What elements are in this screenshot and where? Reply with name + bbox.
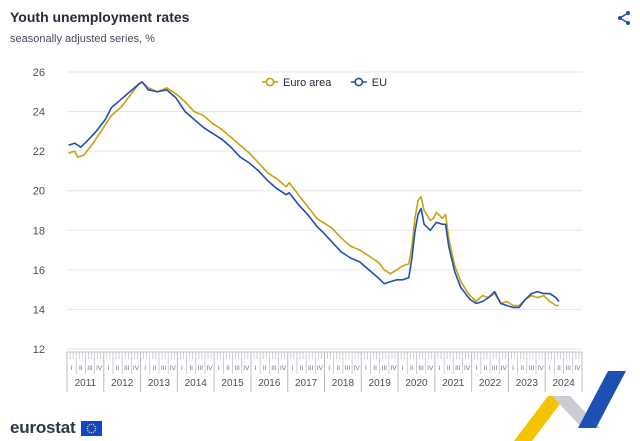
x-quarter-label: IV <box>206 365 213 372</box>
x-quarter-label: III <box>161 365 167 372</box>
series-line-euro-area[interactable] <box>68 81 560 307</box>
series-layer <box>68 81 560 309</box>
x-quarter-label: I <box>71 365 73 372</box>
x-quarter-label: III <box>308 365 314 372</box>
x-quarter-label: IV <box>390 365 397 372</box>
x-year-label: 2019 <box>369 378 392 389</box>
share-icon[interactable] <box>616 10 632 26</box>
x-quarter-label: II <box>373 365 377 372</box>
x-quarter-label: IV <box>464 365 471 372</box>
y-tick-label: 20 <box>33 186 45 198</box>
x-quarter-label: I <box>549 365 551 372</box>
x-quarter-label: III <box>418 365 424 372</box>
x-quarter-label: III <box>382 365 388 372</box>
x-quarter-label: III <box>565 365 571 372</box>
x-quarter-label: I <box>107 365 109 372</box>
x-year-label: 2017 <box>295 378 318 389</box>
x-year-label: 2013 <box>148 378 171 389</box>
x-quarter-label: I <box>291 365 293 372</box>
y-tick-label: 24 <box>33 107 45 119</box>
x-year-label: 2022 <box>479 378 502 389</box>
x-year-label: 2024 <box>552 378 575 389</box>
x-year-label: 2011 <box>75 378 97 389</box>
brand-decoration <box>514 371 626 441</box>
y-tick-label: 26 <box>33 67 45 79</box>
brand-name: eurostat <box>10 418 76 437</box>
x-quarter-label: III <box>455 365 461 372</box>
x-quarter-label: III <box>234 365 240 372</box>
x-quarter-label: III <box>529 365 535 372</box>
x-quarter-label: II <box>520 365 524 372</box>
x-quarter-label: II <box>79 365 83 372</box>
x-quarter-label: III <box>492 365 498 372</box>
x-year-label: 2012 <box>111 378 134 389</box>
x-quarter-label: II <box>410 365 414 372</box>
x-quarter-label: I <box>365 365 367 372</box>
x-quarter-label: I <box>218 365 220 372</box>
x-quarter-label: IV <box>96 365 103 372</box>
x-quarter-label: II <box>300 365 304 372</box>
eurostat-logo[interactable]: eurostat <box>10 418 103 438</box>
x-year-label: 2015 <box>221 378 244 389</box>
y-tick-label: 16 <box>33 265 45 277</box>
legend-marker <box>265 77 275 87</box>
chart-subtitle: seasonally adjusted series, % <box>10 33 155 45</box>
x-quarter-label: I <box>328 365 330 372</box>
x-quarter-label: IV <box>354 365 361 372</box>
x-quarter-label: I <box>181 365 183 372</box>
x-quarter-label: I <box>512 365 514 372</box>
x-year-label: 2020 <box>405 378 428 389</box>
x-quarter-label: IV <box>574 365 581 372</box>
legend: Euro area EU <box>262 77 387 89</box>
y-tick-label: 12 <box>33 344 45 356</box>
grid-layer <box>67 71 582 350</box>
x-quarter-label: IV <box>243 365 250 372</box>
x-quarter-label: III <box>87 365 93 372</box>
x-year-label: 2018 <box>332 378 355 389</box>
legend-marker <box>354 77 364 87</box>
y-tick-label: 22 <box>33 146 45 158</box>
x-quarter-label: II <box>484 365 488 372</box>
x-quarter-label: II <box>447 365 451 372</box>
x-year-label: 2014 <box>185 378 208 389</box>
x-quarter-label: III <box>345 365 351 372</box>
x-quarter-label: I <box>475 365 477 372</box>
legend-label[interactable]: Euro area <box>283 77 332 89</box>
x-quarter-label: II <box>336 365 340 372</box>
x-year-label: 2016 <box>258 378 281 389</box>
x-year-label: 2021 <box>442 378 465 389</box>
brand-ribbon-blue <box>578 371 626 428</box>
x-quarter-label: IV <box>427 365 434 372</box>
eu-flag-icon <box>81 420 103 436</box>
x-axis: I II III IV I II III IV I II III IV I II III IV I II III IV… <box>66 351 583 392</box>
x-quarter-label: III <box>124 365 130 372</box>
x-quarter-label: II <box>189 365 193 372</box>
x-quarter-label: IV <box>280 365 287 372</box>
x-quarter-label: IV <box>133 365 140 372</box>
x-quarter-label: III <box>271 365 277 372</box>
legend-label[interactable]: EU <box>372 77 387 89</box>
x-quarter-label: I <box>402 365 404 372</box>
x-quarter-label: II <box>557 365 561 372</box>
x-quarter-label: IV <box>170 365 177 372</box>
chart-title: Youth unemployment rates <box>10 9 190 25</box>
series-line-eu[interactable] <box>68 81 560 309</box>
x-quarter-label: I <box>255 365 257 372</box>
y-tick-label: 14 <box>33 304 45 316</box>
x-quarter-label: I <box>439 365 441 372</box>
x-quarter-label: II <box>226 365 230 372</box>
y-tick-label: 18 <box>33 225 45 237</box>
x-quarter-label: II <box>263 365 267 372</box>
y-axis: 12 14 16 18 20 22 24 26 <box>33 67 45 356</box>
x-quarter-label: II <box>153 365 157 372</box>
x-year-label: 2023 <box>516 378 539 389</box>
x-quarter-label: I <box>144 365 146 372</box>
x-quarter-label: IV <box>317 365 324 372</box>
brand-ribbon-yellow <box>514 396 566 441</box>
x-quarter-label: II <box>116 365 120 372</box>
x-quarter-label: III <box>198 365 204 372</box>
x-quarter-label: IV <box>501 365 508 372</box>
x-quarter-label: IV <box>538 365 545 372</box>
